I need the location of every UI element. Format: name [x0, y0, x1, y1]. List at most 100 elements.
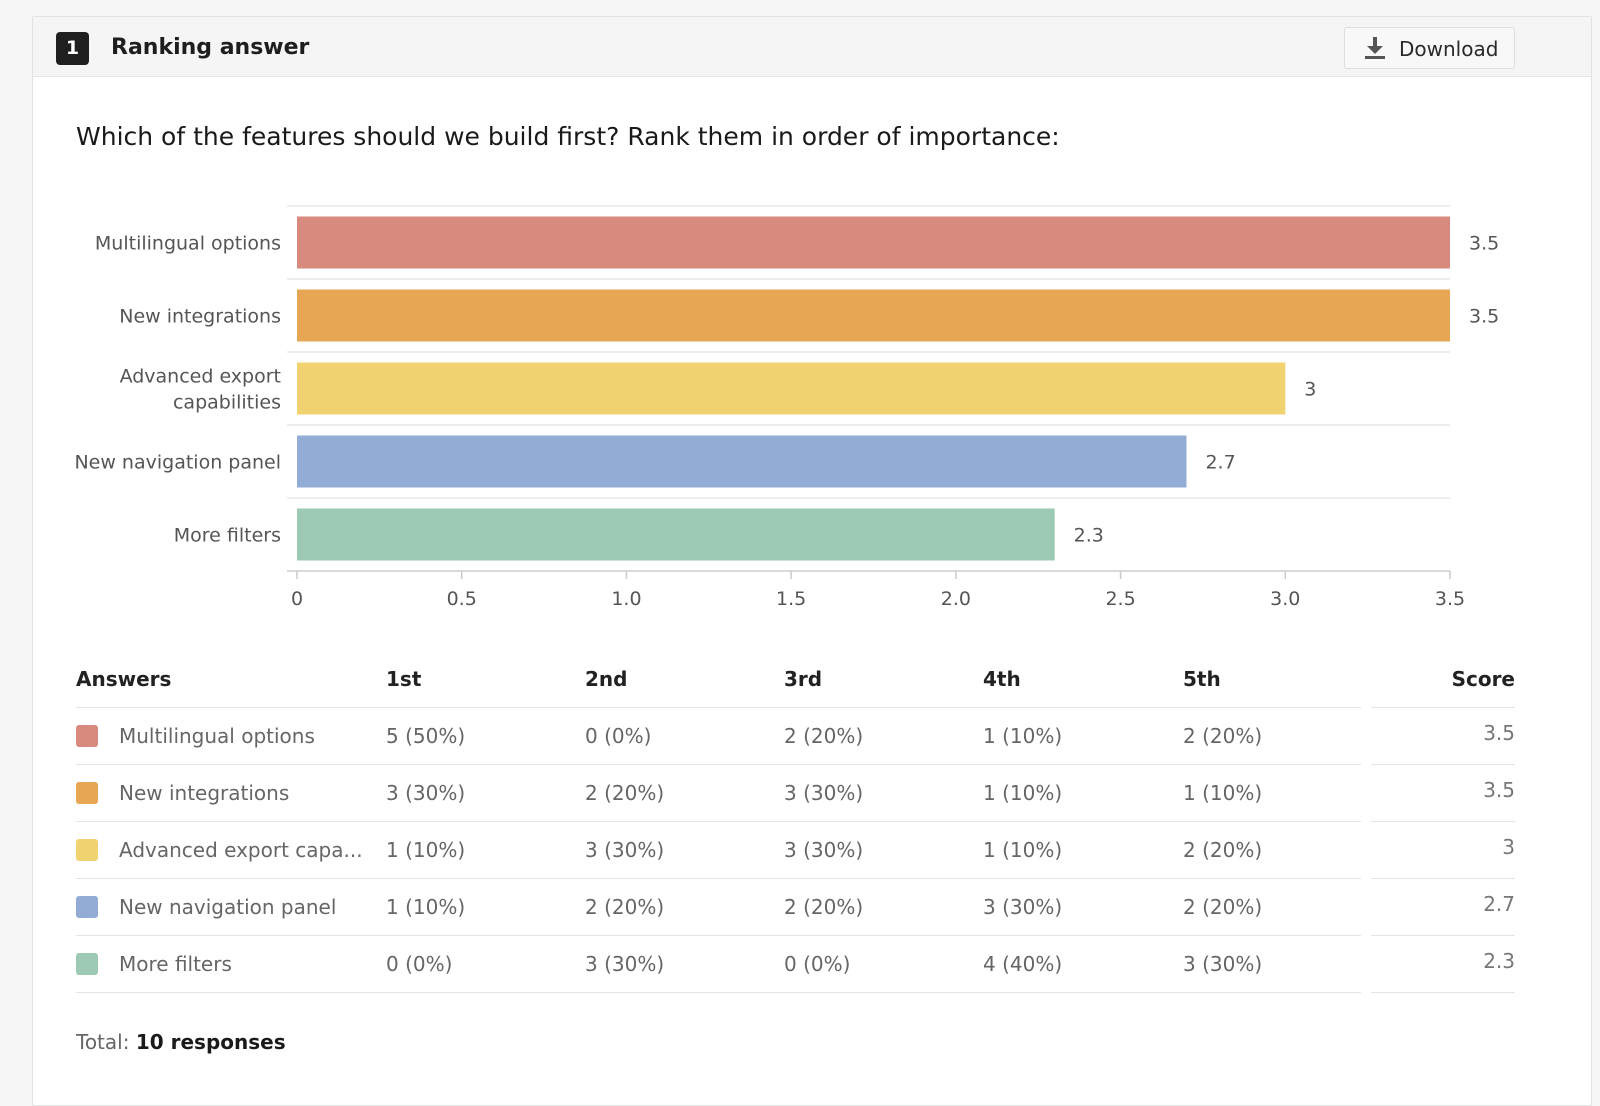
cell-score: 3.5 — [1483, 721, 1515, 745]
category-label-line: New integrations — [119, 306, 281, 328]
category-label-line: capabilities — [173, 392, 281, 414]
category-label: New integrations — [119, 306, 281, 328]
bar — [297, 216, 1450, 269]
row-divider — [76, 764, 1361, 765]
cell-2nd: 3 (30%) — [585, 838, 665, 862]
category-label: Multilingual options — [95, 233, 281, 255]
cell-score: 3.5 — [1483, 778, 1515, 802]
cell-5th: 2 (20%) — [1183, 838, 1263, 862]
answer-label: Multilingual options — [119, 724, 315, 748]
value-label: 3 — [1304, 379, 1316, 401]
cell-3rd: 3 (30%) — [784, 838, 864, 862]
cell-4th: 3 (30%) — [983, 895, 1063, 919]
cell-5th: 3 (30%) — [1183, 952, 1263, 976]
total-responses: Total: 10 responses — [76, 1028, 286, 1056]
cell-score: 2.3 — [1483, 949, 1515, 973]
total-label: Total: — [76, 1030, 130, 1054]
cell-5th: 1 (10%) — [1183, 781, 1263, 805]
ranking-bar-chart: 3.5 Multilingual options 3.5 New integratio… — [74, 205, 1499, 610]
swatch-new-integrations — [76, 782, 98, 804]
score-divider — [1371, 992, 1515, 993]
value-label: 3.5 — [1469, 306, 1499, 328]
cell-3rd: 2 (20%) — [784, 724, 864, 748]
swatch-new-navigation-panel — [76, 896, 98, 918]
swatch-multilingual-options — [76, 725, 98, 747]
category-label: Advanced export capabilities — [120, 366, 281, 414]
cell-1st: 1 (10%) — [386, 895, 466, 919]
bar — [297, 362, 1286, 415]
download-button[interactable]: Download — [1344, 27, 1515, 69]
category-label-line: Multilingual options — [95, 233, 281, 255]
cell-2nd: 3 (30%) — [585, 952, 665, 976]
value-label: 3.5 — [1469, 233, 1499, 255]
score-divider — [1371, 764, 1515, 765]
x-tick-label: 2.0 — [941, 588, 971, 610]
question-number-badge: 1 — [56, 32, 89, 65]
cell-2nd: 2 (20%) — [585, 781, 665, 805]
category-label-line: Advanced export — [120, 366, 281, 388]
cell-1st: 1 (10%) — [386, 838, 466, 862]
x-tick-label: 2.5 — [1105, 588, 1135, 610]
answer-label: Advanced export capa... — [119, 838, 363, 862]
row-divider — [76, 935, 1361, 936]
question-type-title: Ranking answer — [111, 35, 310, 60]
cell-score: 2.7 — [1483, 892, 1515, 916]
question-card: 1 Ranking answer Download Which of the f… — [32, 16, 1592, 1106]
bar — [297, 289, 1450, 342]
swatch-more-filters — [76, 953, 98, 975]
x-tick-label: 3.5 — [1435, 588, 1465, 610]
answer-label: New navigation panel — [119, 895, 337, 919]
category-label-line: New navigation panel — [74, 452, 281, 474]
cell-2nd: 0 (0%) — [585, 724, 652, 748]
value-label: 2.7 — [1205, 452, 1235, 474]
cell-4th: 1 (10%) — [983, 781, 1063, 805]
cell-5th: 2 (20%) — [1183, 724, 1263, 748]
table-header-answers: Answers — [76, 667, 172, 691]
cell-4th: 1 (10%) — [983, 724, 1063, 748]
cell-2nd: 2 (20%) — [585, 895, 665, 919]
category-label: New navigation panel — [74, 452, 281, 474]
download-icon — [1365, 37, 1385, 59]
table-header-5th: 5th — [1183, 667, 1221, 691]
x-tick-label: 1.5 — [776, 588, 806, 610]
answer-label: New integrations — [119, 781, 290, 805]
cell-4th: 4 (40%) — [983, 952, 1063, 976]
download-label: Download — [1399, 37, 1499, 61]
cell-1st: 3 (30%) — [386, 781, 466, 805]
cell-3rd: 2 (20%) — [784, 895, 864, 919]
table-header-2nd: 2nd — [585, 667, 628, 691]
cell-3rd: 0 (0%) — [784, 952, 851, 976]
card-header: 1 Ranking answer Download — [33, 17, 1591, 77]
score-divider — [1371, 821, 1515, 822]
table-header-4th: 4th — [983, 667, 1021, 691]
score-divider — [1371, 707, 1515, 708]
question-text: Which of the features should we build fi… — [76, 122, 1060, 151]
x-tick-label: 3.0 — [1270, 588, 1300, 610]
x-tick-label: 0 — [291, 588, 303, 610]
table-header-1st: 1st — [386, 667, 422, 691]
row-divider — [76, 821, 1361, 822]
answer-label: More filters — [119, 952, 232, 976]
cell-3rd: 3 (30%) — [784, 781, 864, 805]
swatch-advanced-export — [76, 839, 98, 861]
x-tick-label: 0.5 — [447, 588, 477, 610]
total-value: 10 responses — [135, 1030, 286, 1054]
cell-5th: 2 (20%) — [1183, 895, 1263, 919]
category-label: More filters — [174, 525, 281, 547]
cell-1st: 0 (0%) — [386, 952, 453, 976]
x-tick-label: 1.0 — [611, 588, 641, 610]
cell-1st: 5 (50%) — [386, 724, 466, 748]
bar — [297, 508, 1055, 561]
cell-score: 3 — [1502, 835, 1515, 859]
score-divider — [1371, 935, 1515, 936]
cell-4th: 1 (10%) — [983, 838, 1063, 862]
table-header-score: Score — [1451, 667, 1515, 691]
category-label-line: More filters — [174, 525, 281, 547]
row-divider — [76, 992, 1361, 993]
table-header-3rd: 3rd — [784, 667, 823, 691]
score-divider — [1371, 878, 1515, 879]
row-divider — [76, 878, 1361, 879]
row-divider — [76, 707, 1361, 708]
bar — [297, 435, 1187, 488]
value-label: 2.3 — [1074, 525, 1104, 547]
